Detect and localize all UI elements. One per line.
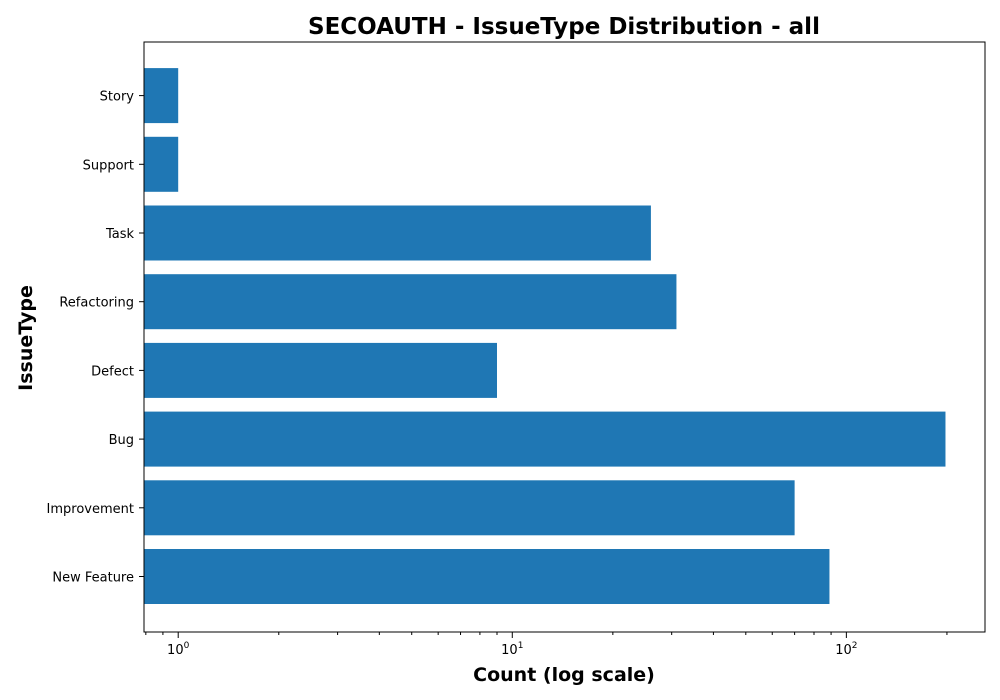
chart-title: SECOAUTH - IssueType Distribution - all — [308, 14, 820, 40]
y-tick-label: Story — [100, 90, 135, 105]
y-tick-label: Improvement — [47, 502, 134, 517]
bar-improvement — [144, 480, 795, 536]
bar-task — [144, 205, 651, 261]
bar-refactoring — [144, 274, 677, 330]
y-tick-label: Refactoring — [59, 296, 134, 311]
bar-bug — [144, 411, 946, 467]
x-tick-label: 102 — [835, 641, 857, 658]
x-tick-label: 100 — [167, 641, 190, 658]
y-tick-label: Task — [105, 227, 135, 242]
bars-group — [144, 68, 946, 604]
bar-story — [144, 68, 179, 124]
plot-frame — [143, 41, 986, 633]
x-axis-ticks: 100 101 102 — [145, 632, 948, 658]
y-tick-label: Bug — [109, 433, 134, 448]
y-tick-label: New Feature — [52, 571, 134, 586]
x-tick-label: 101 — [501, 641, 523, 658]
y-tick-label: Support — [83, 158, 134, 173]
x-axis-label: Count (log scale) — [473, 664, 655, 686]
y-axis-ticks: New Feature Improvement Bug Defect Refactori… — [47, 90, 144, 586]
y-axis-label: IssueType — [15, 285, 37, 391]
bar-defect — [144, 342, 497, 398]
y-tick-label: Defect — [91, 364, 134, 379]
bar-new-feature — [144, 549, 830, 604]
bar-support — [144, 136, 179, 192]
